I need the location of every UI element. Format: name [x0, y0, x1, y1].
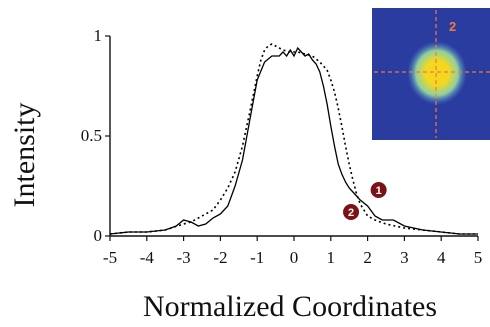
x-tick-label: 2 — [363, 248, 372, 267]
x-tick-label: -2 — [213, 248, 227, 267]
annotation-marker-label: 2 — [348, 207, 354, 219]
inset-beam-spot — [407, 41, 467, 105]
x-ticks: -5 -4 -3 -2 -1 0 1 2 3 4 5 — [103, 236, 482, 267]
series-group — [109, 43, 478, 235]
y-tick-label: 1 — [94, 26, 103, 45]
x-tick-label: -5 — [103, 248, 117, 267]
x-tick-label: 5 — [474, 248, 483, 267]
x-tick-label: 1 — [327, 248, 336, 267]
x-tick-label: -1 — [250, 248, 264, 267]
x-axis-title: Normalized Coordinates — [143, 290, 437, 323]
x-tick-label: 4 — [437, 248, 446, 267]
y-axis-title: Intensity — [8, 103, 41, 208]
x-tick-label: 0 — [290, 248, 299, 267]
y-ticks: 00.51 — [81, 26, 110, 245]
x-tick-label: -3 — [177, 248, 191, 267]
x-tick-label: -4 — [140, 248, 155, 267]
annotation-group: 12 — [343, 182, 387, 220]
inset-image: 2 — [372, 8, 490, 140]
y-tick-label: 0.5 — [81, 126, 102, 145]
annotation-marker-1 — [370, 182, 387, 198]
annotation-marker-label: 1 — [376, 185, 382, 197]
x-tick-label: 3 — [400, 248, 409, 267]
y-tick-label: 0 — [94, 226, 103, 245]
annotation-marker-2 — [343, 204, 360, 220]
inset-label: 2 — [449, 19, 456, 34]
